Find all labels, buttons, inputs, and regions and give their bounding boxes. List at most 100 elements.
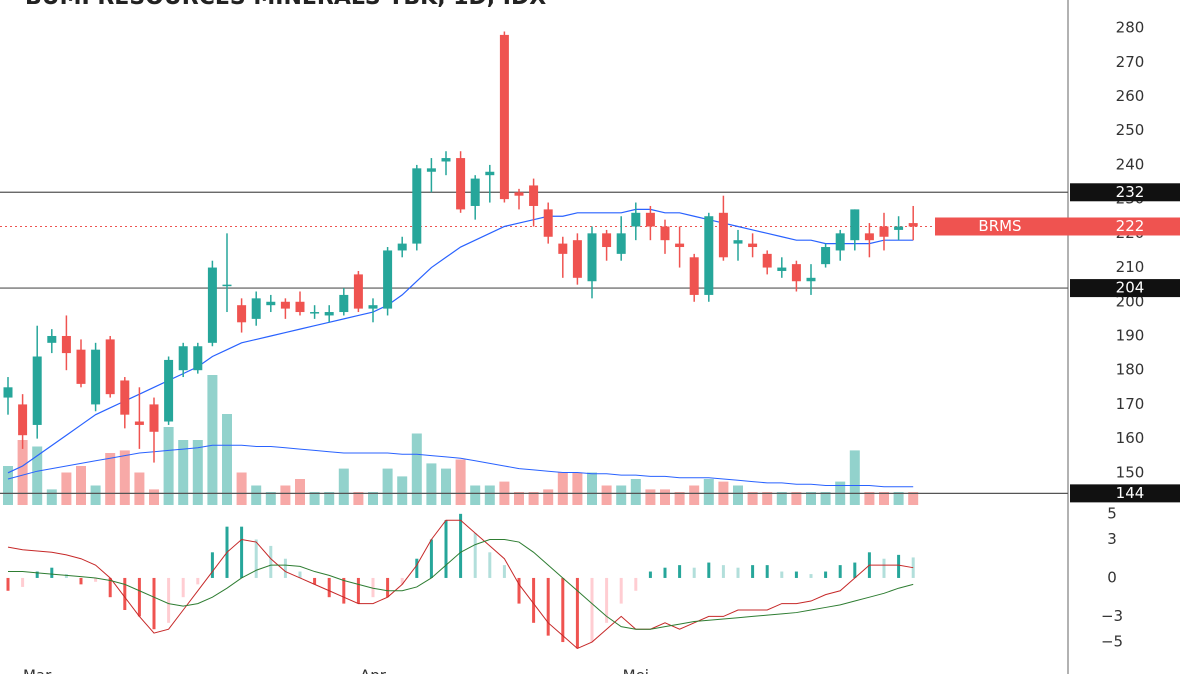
signal-line bbox=[8, 538, 914, 630]
level-tag bbox=[1070, 183, 1180, 202]
macd-bar bbox=[809, 574, 813, 578]
macd-bar bbox=[137, 577, 141, 617]
macd-bar bbox=[692, 567, 696, 578]
macd-tick-label: 5 bbox=[1107, 504, 1117, 522]
macd-bar bbox=[298, 571, 302, 578]
volume-bar bbox=[806, 492, 816, 505]
candle-body bbox=[762, 253, 772, 268]
volume-bar bbox=[616, 485, 627, 505]
candle-body bbox=[485, 171, 495, 176]
volume-bar bbox=[572, 472, 583, 505]
candle-body bbox=[835, 233, 845, 251]
volume-bar bbox=[178, 440, 189, 505]
macd-bar bbox=[415, 558, 419, 578]
macd-bar bbox=[64, 574, 68, 578]
candle-body bbox=[426, 168, 436, 172]
macd-bar bbox=[634, 577, 638, 591]
x-tick-label: Apr bbox=[360, 667, 387, 674]
volume-bar bbox=[280, 485, 291, 505]
macd-bar bbox=[546, 577, 550, 636]
volume-bar bbox=[543, 489, 554, 505]
macd-bar bbox=[590, 577, 594, 643]
macd-bar bbox=[167, 577, 171, 623]
volume-bar bbox=[397, 476, 408, 505]
macd-bar bbox=[736, 567, 740, 578]
macd-bar bbox=[721, 565, 725, 578]
volume-bar bbox=[791, 492, 802, 505]
candle-body bbox=[324, 312, 334, 316]
macd-bar bbox=[619, 577, 623, 604]
volume-bar bbox=[105, 453, 116, 505]
macd-bar bbox=[254, 539, 258, 578]
candle-body bbox=[3, 387, 13, 398]
macd-bar bbox=[575, 577, 579, 649]
volume-bar bbox=[484, 485, 495, 505]
candle-body bbox=[76, 349, 86, 384]
candle-body bbox=[207, 267, 217, 343]
candle-body bbox=[689, 257, 699, 295]
volume-bar bbox=[441, 468, 451, 505]
volume-bar bbox=[820, 492, 831, 505]
volume-bar bbox=[17, 440, 28, 505]
chart-title: BUMI RESOURCES MINERALS TBK, 1D, IDX bbox=[25, 0, 546, 10]
volume-bar bbox=[455, 459, 466, 505]
volume-bar bbox=[134, 472, 145, 505]
macd-bar bbox=[838, 565, 842, 578]
volume-bar bbox=[514, 492, 524, 505]
volume-bar bbox=[192, 440, 203, 505]
candle-body bbox=[178, 346, 188, 371]
candle-body bbox=[470, 178, 480, 206]
macd-bar bbox=[35, 571, 39, 578]
y-tick-label: 210 bbox=[1116, 258, 1145, 276]
candle-body bbox=[368, 305, 378, 309]
volume-bar bbox=[309, 492, 320, 505]
macd-bar bbox=[517, 577, 521, 604]
macd-bar bbox=[473, 533, 477, 578]
y-tick-label: 250 bbox=[1116, 121, 1145, 139]
candle-body bbox=[237, 305, 247, 323]
macd-bar bbox=[313, 577, 317, 585]
volume-bar bbox=[747, 492, 758, 505]
volume-bar bbox=[236, 472, 247, 505]
macd-bar bbox=[444, 520, 448, 578]
last-price-name: BRMS bbox=[978, 217, 1021, 235]
candle-body bbox=[660, 226, 670, 241]
candle-body bbox=[32, 356, 42, 425]
volume-bar bbox=[703, 479, 714, 505]
level-label: 204 bbox=[1116, 279, 1145, 297]
candle-body bbox=[821, 247, 831, 265]
macd-bar bbox=[50, 567, 54, 578]
candle-body bbox=[572, 240, 582, 278]
candle-body bbox=[91, 349, 101, 405]
candle-body bbox=[558, 243, 568, 254]
y-tick-label: 270 bbox=[1116, 53, 1145, 71]
macd-bar bbox=[400, 577, 404, 585]
macd-bar bbox=[488, 552, 492, 578]
macd-bar bbox=[780, 571, 784, 578]
macd-bar bbox=[269, 545, 273, 578]
volume-ma-line bbox=[7, 444, 914, 488]
volume-bar bbox=[90, 485, 101, 505]
candle-body bbox=[280, 301, 290, 309]
candle-body bbox=[718, 212, 728, 258]
candle-body bbox=[733, 240, 743, 244]
y-tick-label: 160 bbox=[1116, 429, 1145, 447]
volume-bar bbox=[338, 468, 349, 505]
y-tick-label: 150 bbox=[1116, 463, 1145, 481]
candle-body bbox=[193, 346, 203, 371]
candle-body bbox=[412, 168, 422, 244]
macd-bar bbox=[459, 513, 463, 578]
macd-bar bbox=[882, 558, 886, 578]
macd-bar bbox=[561, 577, 565, 643]
y-tick-label: 190 bbox=[1116, 326, 1145, 344]
volume-bar bbox=[660, 489, 670, 505]
macd-tick-label: 0 bbox=[1107, 568, 1117, 586]
macd-bar bbox=[532, 577, 536, 623]
macd-bar bbox=[152, 577, 156, 630]
level-tag bbox=[1070, 279, 1180, 298]
candle-body bbox=[616, 233, 626, 254]
candle-body bbox=[18, 404, 28, 436]
candle-body bbox=[295, 301, 305, 313]
y-tick-label: 240 bbox=[1116, 155, 1145, 173]
macd-line bbox=[7, 519, 914, 650]
